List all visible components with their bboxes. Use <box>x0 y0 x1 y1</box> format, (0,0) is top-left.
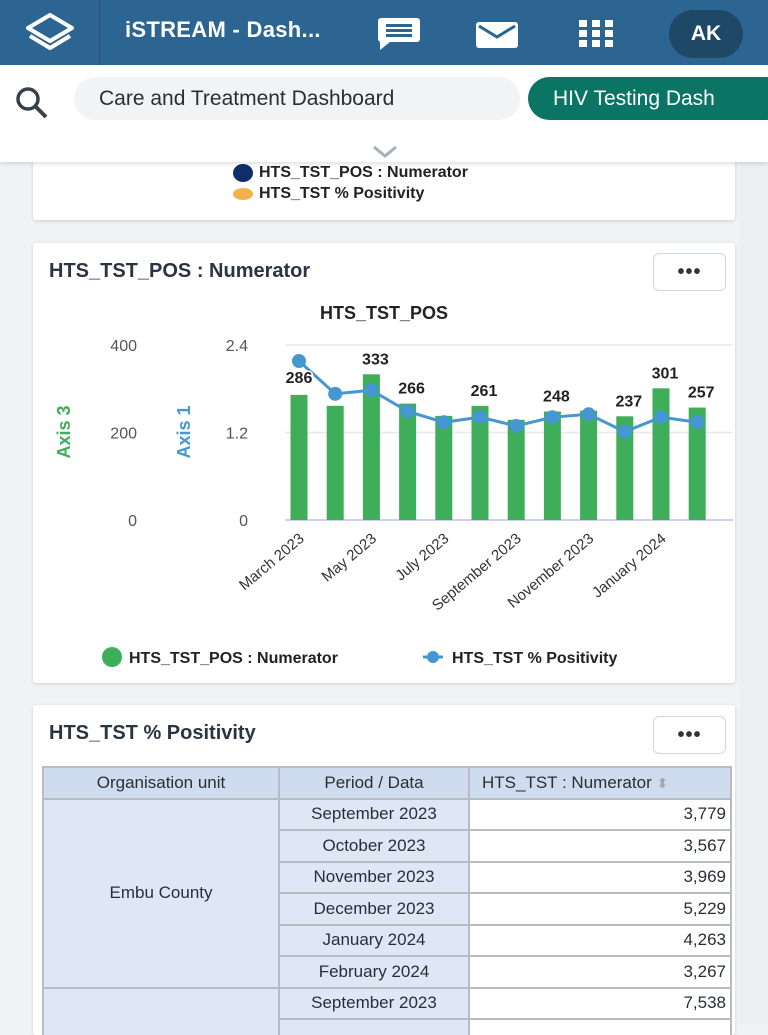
line-point <box>473 410 487 424</box>
legend-dot-icon <box>233 164 253 182</box>
value-cell: 3,969 <box>469 862 731 894</box>
line-point <box>582 407 596 421</box>
layers-logo-icon[interactable] <box>0 0 100 65</box>
left-axis-tick: 400 <box>110 338 137 355</box>
value-cell: 3,779 <box>469 799 731 831</box>
value-cell: 3,267 <box>469 956 731 988</box>
card-title: HTS_TST % Positivity <box>49 722 256 745</box>
bar-april-2023 <box>327 406 344 520</box>
left-axis-tick: 0 <box>128 513 137 530</box>
legend-line-marker-icon <box>233 188 253 200</box>
avatar[interactable]: AK <box>669 10 743 58</box>
column-header-numerator[interactable]: HTS_TST : Numerator ⬍ <box>469 767 731 799</box>
bar-data-label: 301 <box>652 365 679 382</box>
period-cell: October 2023 <box>279 830 469 862</box>
line-point <box>292 354 306 368</box>
page-margin <box>740 160 768 1024</box>
org-unit-cell <box>43 988 279 1035</box>
right-axis-tick: 2.4 <box>226 338 248 355</box>
bar-data-label: 248 <box>543 389 570 406</box>
period-cell: November 2023 <box>279 862 469 894</box>
bar-june-2023 <box>399 404 416 520</box>
period-cell: September 2023 <box>279 799 469 831</box>
right-axis-title: Axis 1 <box>174 405 194 458</box>
bar-data-label: 266 <box>398 381 425 398</box>
period-cell: February 2024 <box>279 956 469 988</box>
bar-september-2023 <box>508 420 525 520</box>
legend-label: HTS_TST_POS : Numerator <box>259 164 468 182</box>
tab-care-and-treatment[interactable]: Care and Treatment Dashboard <box>74 77 520 120</box>
apps-grid-icon[interactable] <box>579 20 613 48</box>
line-point <box>509 419 523 433</box>
bar-march-2023 <box>291 395 308 520</box>
table-header-row: Organisation unit Period / Data HTS_TST … <box>43 767 731 799</box>
column-header-label: HTS_TST : Numerator <box>482 773 652 792</box>
legend-label: HTS_TST % Positivity <box>452 650 617 667</box>
line-point <box>364 383 378 397</box>
tab-hiv-testing[interactable]: HIV Testing Dash <box>528 77 768 120</box>
bar-data-label: 333 <box>362 351 389 368</box>
bar-november-2023 <box>580 411 597 520</box>
x-axis-tick: May 2023 <box>319 530 380 585</box>
left-axis-title: Axis 3 <box>54 405 74 458</box>
right-axis-tick: 1.2 <box>226 426 248 443</box>
bar-data-label: 286 <box>286 370 313 387</box>
value-cell: 4,263 <box>469 925 731 957</box>
value-cell: 7,538 <box>469 988 731 1020</box>
legend-item[interactable]: HTS_TST % Positivity <box>233 185 424 203</box>
legend-bar-icon <box>102 647 122 667</box>
dashboard-tabs: Care and Treatment Dashboard HIV Testing… <box>0 65 768 162</box>
chat-icon[interactable] <box>378 18 422 50</box>
line-point <box>437 415 451 429</box>
bar-january-2024 <box>653 388 670 520</box>
bar-data-label: 237 <box>615 393 642 410</box>
sort-icon[interactable]: ⬍ <box>656 775 668 791</box>
x-axis-tick: January 2024 <box>589 530 670 601</box>
chart-title: HTS_TST_POS <box>320 303 448 323</box>
x-axis-tick: March 2023 <box>236 530 308 594</box>
period-cell: December 2023 <box>279 893 469 925</box>
bar-data-label: 261 <box>471 383 498 400</box>
legend-label: HTS_TST_POS : Numerator <box>129 650 338 667</box>
line-point <box>401 404 415 418</box>
org-unit-cell: Embu County <box>43 799 279 988</box>
legend-line-marker-icon <box>427 651 439 663</box>
x-axis-tick: July 2023 <box>392 530 452 584</box>
value-cell: 3,567 <box>469 830 731 862</box>
value-cell: 5,229 <box>469 893 731 925</box>
column-header-org-unit[interactable]: Organisation unit <box>43 767 279 799</box>
line-point <box>618 425 632 439</box>
combo-chart: HTS_TST_POS 0 0 200 1.2 400 2.4 Axis 3 Axis 1 286… <box>33 243 735 683</box>
app-title: iSTREAM - Dash... <box>125 17 321 43</box>
more-options-button[interactable]: ••• <box>653 716 726 754</box>
line-point <box>328 387 342 401</box>
mail-icon[interactable] <box>476 22 518 48</box>
line-point <box>654 410 668 424</box>
period-cell: January 2024 <box>279 925 469 957</box>
value-cell <box>469 1019 731 1035</box>
table-card: HTS_TST % Positivity ••• Organisation un… <box>33 705 735 1035</box>
app-header: iSTREAM - Dash... AK <box>0 0 768 65</box>
line-point <box>545 410 559 424</box>
legend-label: HTS_TST % Positivity <box>259 185 424 203</box>
right-axis-tick: 0 <box>239 513 248 530</box>
chevron-down-icon[interactable] <box>372 145 398 159</box>
bar-data-label: 257 <box>688 385 715 402</box>
column-header-period[interactable]: Period / Data <box>279 767 469 799</box>
left-axis-tick: 200 <box>110 426 137 443</box>
line-point <box>690 415 704 429</box>
bar-july-2023 <box>435 416 452 520</box>
legend-item[interactable]: HTS_TST_POS : Numerator <box>233 164 468 182</box>
bar-october-2023 <box>544 412 561 521</box>
period-cell: September 2023 <box>279 988 469 1020</box>
search-icon[interactable] <box>14 85 50 121</box>
period-cell <box>279 1019 469 1035</box>
pivot-table: Organisation unit Period / Data HTS_TST … <box>42 766 732 1035</box>
